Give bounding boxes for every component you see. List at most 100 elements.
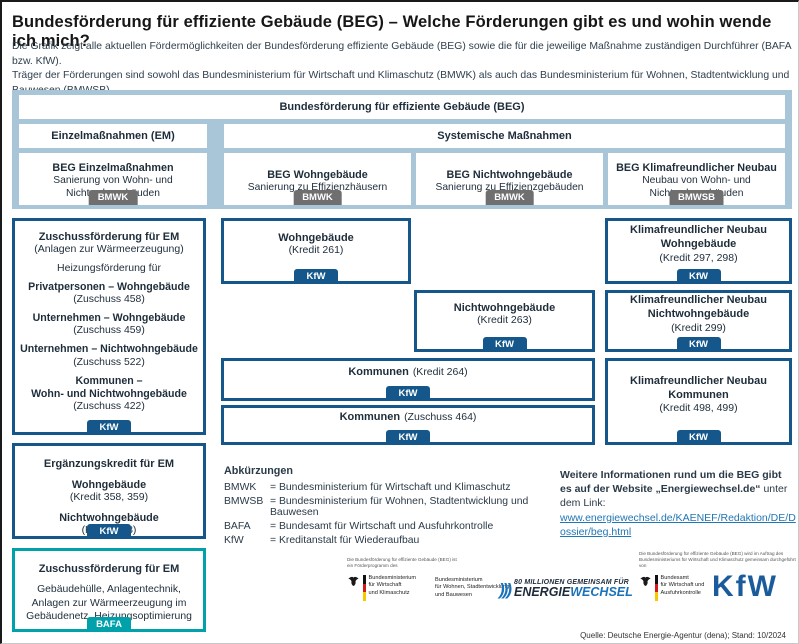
energiewechsel-logo: ))) 80 MILLIONEN GEMEINSAM FÜR ENERGIEWE… (499, 579, 633, 599)
entry-name: Unternehmen – Nichtwohngebäude (20, 343, 198, 356)
program-subtitle: Sanierung zu Effizienzhäusern (247, 181, 388, 193)
executor-tag-kfw: KfW (482, 337, 527, 352)
program-title: BEG Wohngebäude (267, 168, 368, 181)
abbreviations-block: Abkürzungen BMWK = Bundesministerium für… (224, 465, 559, 549)
abbr: KfW (224, 535, 244, 546)
box-title: Zuschussförderung für EM (38, 563, 180, 575)
program-title: BEG Einzelmaßnahmen (52, 162, 174, 175)
box-title: Zuschussförderung für EM (38, 231, 180, 243)
executor-tag-kfw: KfW (294, 269, 338, 284)
box-ergaenzungskredit-em: Ergänzungskredit für EM Wohngebäude (Kre… (12, 443, 206, 539)
box-kommunen-kredit-264: Kommunen (Kredit 264) KfW (221, 358, 595, 401)
box-name: Klimafreundlicher Neubau Kommunen (630, 374, 767, 401)
executor-tag-kfw: KfW (87, 524, 131, 539)
funding-entry: Kommunen – Wohn- und Nichtwohngebäude (Z… (31, 375, 187, 412)
entry-ref: (Kredit 358, 359) (69, 491, 149, 503)
bmwk-logo-text: Bundesministerium für Wirtschaft und Kli… (368, 575, 417, 596)
box-zuschussfoerderung-em-kfw: Zuschussförderung für EM (Anlagen zur Wä… (12, 218, 206, 435)
more-info-block: Weitere Informationen rund um die BEG gi… (560, 468, 796, 539)
funding-entry: Unternehmen – Wohngebäude (Zuschuss 459) (33, 312, 186, 336)
federal-eagle-icon (640, 576, 651, 587)
box-name: Wohngebäude (278, 232, 354, 244)
source-note: Quelle: Deutsche Energie-Agentur (dena);… (580, 631, 786, 640)
box-ref: (Kredit 264) (412, 365, 468, 378)
energiewechsel-wordmark: ENERGIEWECHSEL (513, 585, 633, 599)
bmwk-ministry-logo: Bundesministerium für Wirtschaft und Kli… (347, 575, 433, 602)
executor-tag-kfw: KfW (386, 430, 430, 445)
bafa-logo: Bundesamt für Wirtschaft und Ausfuhrkont… (639, 575, 719, 602)
footer-note-mandate: Die Bundesförderung für effiziente Gebäu… (639, 551, 796, 569)
ministry-tag-bmwsb: BMWSB (669, 190, 724, 205)
entry-name: Privatpersonen – Wohngebäude (28, 281, 190, 293)
box-name: Nichtwohngebäude (453, 302, 556, 314)
abbr-definition: = Kreditanstalt für Wiederaufbau (270, 535, 420, 546)
ministry-tag-bmwk: BMWK (88, 190, 138, 205)
box-name: Klimafreundlicher Neubau Wohngebäude (630, 224, 767, 250)
box-ref: (Zuschuss 464) (404, 411, 477, 423)
footer-note-program: Die Bundesförderung für effiziente Gebäu… (347, 557, 457, 569)
band-title: Bundesförderung für effiziente Gebäude (… (19, 95, 785, 119)
box-subtitle: (Anlagen zur Wärmeerzeugung) (34, 243, 184, 255)
entry-ref: (Zuschuss 458) (73, 294, 145, 306)
bmwsb-ministry-logo: Bundesministerium für Wohnen, Stadtentwi… (435, 577, 527, 599)
abbr: BAFA (224, 521, 251, 532)
federal-eagle-icon (348, 576, 359, 587)
program-title: BEG Nichtwohngebäude (446, 168, 573, 181)
program-subtitle: Sanierung zu Effizienzgebäuden (435, 181, 584, 193)
energiewechsel-tagline: 80 MILLIONEN GEMEINSAM FÜR (513, 579, 629, 586)
box-ref: (Kredit 498, 499) (659, 402, 738, 415)
kfw-logo: KfW (712, 570, 778, 603)
box-nichtwohngebaeude-kredit-263: Nichtwohngebäude (Kredit 263) KfW (414, 290, 595, 352)
box-klimafreundlicher-neubau-kommunen: Klimafreundlicher Neubau Kommunen (Kredi… (605, 358, 792, 445)
executor-tag-bafa: BAFA (87, 617, 131, 632)
column-header-einzelmassnahmen: Einzelmaßnahmen (EM) (19, 124, 207, 148)
abbreviation-row: BMWSB = Bundesministerium für Wohnen, St… (224, 496, 559, 518)
entry-ref: (Zuschuss 459) (73, 325, 145, 337)
box-zuschussfoerderung-em-bafa: Zuschussförderung für EM Gebäudehülle, A… (12, 548, 206, 632)
info-regular-text: unter dem Link: (560, 483, 788, 510)
executor-tag-kfw: KfW (386, 386, 430, 401)
abbreviation-row: KfW = Kreditanstalt für Wiederaufbau (224, 535, 559, 546)
executor-tag-kfw: KfW (676, 430, 721, 445)
column-header-systemische-massnahmen: Systemische Maßnahmen (224, 124, 785, 148)
energiewechsel-logo-text: 80 MILLIONEN GEMEINSAM FÜR ENERGIEWECHSE… (514, 579, 633, 599)
funding-entry: Wohngebäude (Kredit 358, 359) (70, 479, 148, 503)
box-title: Ergänzungskredit für EM (43, 458, 175, 470)
box-intro: Heizungsförderung für (57, 262, 161, 274)
box-name: Klimafreundlicher Neubau Nichtwohngebäud… (630, 294, 767, 320)
program-box-beg-nichtwohngebaeude: BEG Nichtwohngebäude Sanierung zu Effizi… (416, 153, 603, 205)
box-ref: (Kredit 299) (671, 321, 726, 334)
executor-tag-kfw: KfW (676, 337, 721, 352)
abbr: BMWK (224, 482, 257, 493)
abbr-definition: = Bundesministerium für Wohnen, Stadtent… (270, 496, 529, 518)
box-kommunen-zuschuss-464: Kommunen (Zuschuss 464) KfW (221, 405, 595, 445)
ministry-tag-bmwk: BMWK (293, 190, 342, 205)
abbr: BMWSB (224, 496, 264, 507)
box-klimafreundlicher-neubau-nichtwohngebaeude: Klimafreundlicher Neubau Nichtwohngebäud… (605, 290, 792, 352)
page-title: Bundesförderung für effiziente Gebäude (… (12, 13, 772, 50)
entry-ref: (Zuschuss 422) (73, 401, 145, 413)
program-box-beg-wohngebaeude: BEG Wohngebäude Sanierung zu Effizienzhä… (224, 153, 411, 205)
box-ref: (Kredit 263) (477, 314, 532, 326)
program-title: BEG Klimafreundlicher Neubau (616, 162, 777, 175)
program-box-beg-einzelmassnahmen: BEG Einzelmaßnahmen Sanierung von Wohn- … (19, 153, 207, 205)
abbreviations-title: Abkürzungen (224, 465, 293, 477)
entry-name: Unternehmen – Wohngebäude (32, 312, 186, 325)
executor-tag-kfw: KfW (676, 269, 721, 284)
entry-name: Kommunen – Wohn- und Nichtwohngebäude (31, 374, 187, 400)
bmwsb-logo-text: Bundesministerium für Wohnen, Stadtentwi… (435, 577, 510, 598)
box-klimafreundlicher-neubau-wohngebaeude: Klimafreundlicher Neubau Wohngebäude (Kr… (605, 218, 792, 284)
entry-name: Nichtwohngebäude (59, 512, 159, 524)
entry-ref: (Zuschuss 522) (73, 356, 145, 368)
box-ref: (Kredit 261) (288, 244, 344, 256)
energiewechsel-link[interactable]: www.energiewechsel.de/KAENEF/Redaktion/D… (560, 511, 796, 538)
abbr-definition: = Bundesamt für Wirtschaft und Ausfuhrko… (270, 521, 494, 532)
funding-entry: Privatpersonen – Wohngebäude (Zuschuss 4… (28, 281, 190, 305)
bafa-logo-text: Bundesamt für Wirtschaft und Ausfuhrkont… (660, 575, 705, 596)
box-body: Gebäudehülle, Anlagentechnik, Anlagen zu… (26, 584, 192, 623)
program-box-beg-klimafreundlicher-neubau: BEG Klimafreundlicher Neubau Neubau von … (608, 153, 785, 205)
abbreviation-row: BMWK = Bundesministerium für Wirtschaft … (224, 482, 559, 493)
box-name: Kommunen (348, 365, 409, 378)
abbr-definition: = Bundesministerium für Wirtschaft und K… (270, 482, 511, 493)
